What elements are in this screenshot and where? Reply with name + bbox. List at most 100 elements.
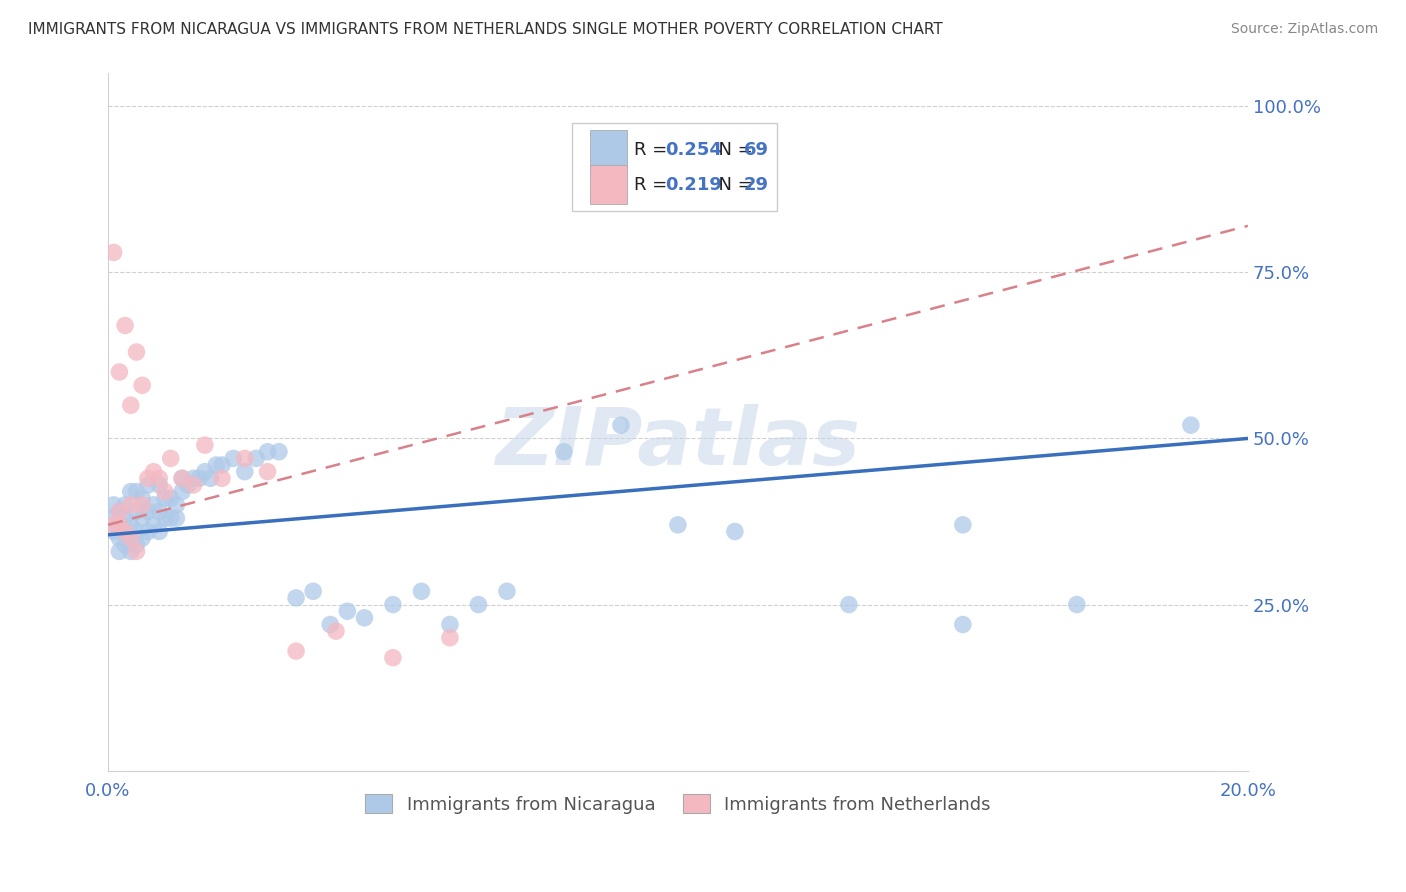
Point xyxy=(285,591,308,605)
Point xyxy=(114,511,136,525)
Point xyxy=(120,531,142,545)
Point xyxy=(114,318,136,333)
Point xyxy=(496,584,519,599)
Point xyxy=(411,584,433,599)
Point xyxy=(131,511,153,525)
Point xyxy=(319,617,342,632)
Point xyxy=(136,478,159,492)
Point xyxy=(103,517,125,532)
Point xyxy=(108,531,131,545)
Point xyxy=(381,598,404,612)
Point xyxy=(256,444,278,458)
Point xyxy=(153,511,176,525)
Point xyxy=(103,498,125,512)
Point xyxy=(439,617,461,632)
Point xyxy=(952,617,974,632)
Point xyxy=(183,478,205,492)
Point xyxy=(553,444,575,458)
Point xyxy=(103,511,125,525)
Point xyxy=(610,418,633,433)
Point xyxy=(211,471,233,485)
Point xyxy=(148,504,170,518)
Point xyxy=(952,517,974,532)
Point xyxy=(159,511,181,525)
Point xyxy=(103,524,125,539)
Point xyxy=(114,524,136,539)
Point xyxy=(439,631,461,645)
Point xyxy=(131,491,153,506)
Point xyxy=(666,517,689,532)
Point xyxy=(142,498,165,512)
Point xyxy=(120,531,142,545)
Point xyxy=(194,465,217,479)
Text: 0.219: 0.219 xyxy=(665,176,721,194)
Point xyxy=(211,458,233,472)
Point xyxy=(194,438,217,452)
Point xyxy=(108,365,131,379)
Text: 69: 69 xyxy=(744,141,769,159)
Point xyxy=(120,517,142,532)
Point xyxy=(153,491,176,506)
Point xyxy=(125,544,148,558)
Point xyxy=(159,451,181,466)
Point xyxy=(108,544,131,558)
Text: N =: N = xyxy=(707,141,758,159)
Point xyxy=(114,498,136,512)
Point xyxy=(136,524,159,539)
Text: 29: 29 xyxy=(744,176,769,194)
Point xyxy=(336,604,359,618)
Point xyxy=(125,345,148,359)
Point xyxy=(172,471,194,485)
Point xyxy=(114,524,136,539)
Point xyxy=(724,524,747,539)
Point xyxy=(177,478,200,492)
Point xyxy=(172,471,194,485)
Point xyxy=(120,484,142,499)
Point xyxy=(1180,418,1202,433)
Text: N =: N = xyxy=(707,176,758,194)
Point xyxy=(131,378,153,392)
Point xyxy=(125,538,148,552)
Point xyxy=(125,504,148,518)
Point xyxy=(285,644,308,658)
Point xyxy=(120,498,142,512)
Point xyxy=(325,624,347,639)
Point xyxy=(148,478,170,492)
Point xyxy=(136,504,159,518)
Point xyxy=(188,471,211,485)
Point xyxy=(233,451,256,466)
Point xyxy=(183,471,205,485)
Text: 0.254: 0.254 xyxy=(665,141,721,159)
Text: Source: ZipAtlas.com: Source: ZipAtlas.com xyxy=(1230,22,1378,37)
Point xyxy=(120,544,142,558)
Point xyxy=(302,584,325,599)
Point xyxy=(165,511,187,525)
Point xyxy=(103,245,125,260)
Point xyxy=(245,451,267,466)
Point xyxy=(120,398,142,412)
Point xyxy=(108,517,131,532)
Point xyxy=(205,458,228,472)
Point xyxy=(200,471,222,485)
Point xyxy=(222,451,245,466)
Point xyxy=(381,650,404,665)
Point xyxy=(108,504,131,518)
Point xyxy=(148,471,170,485)
Text: R =: R = xyxy=(634,141,672,159)
Point xyxy=(159,491,181,506)
Point xyxy=(114,538,136,552)
Point xyxy=(267,444,290,458)
Point xyxy=(256,465,278,479)
Point xyxy=(172,484,194,499)
Point xyxy=(148,524,170,539)
Point xyxy=(233,465,256,479)
Point xyxy=(1066,598,1088,612)
Text: IMMIGRANTS FROM NICARAGUA VS IMMIGRANTS FROM NETHERLANDS SINGLE MOTHER POVERTY C: IMMIGRANTS FROM NICARAGUA VS IMMIGRANTS … xyxy=(28,22,943,37)
Point xyxy=(838,598,860,612)
Point xyxy=(142,465,165,479)
Point xyxy=(131,531,153,545)
Point xyxy=(125,524,148,539)
Point xyxy=(136,471,159,485)
Point xyxy=(125,484,148,499)
Point xyxy=(153,484,176,499)
